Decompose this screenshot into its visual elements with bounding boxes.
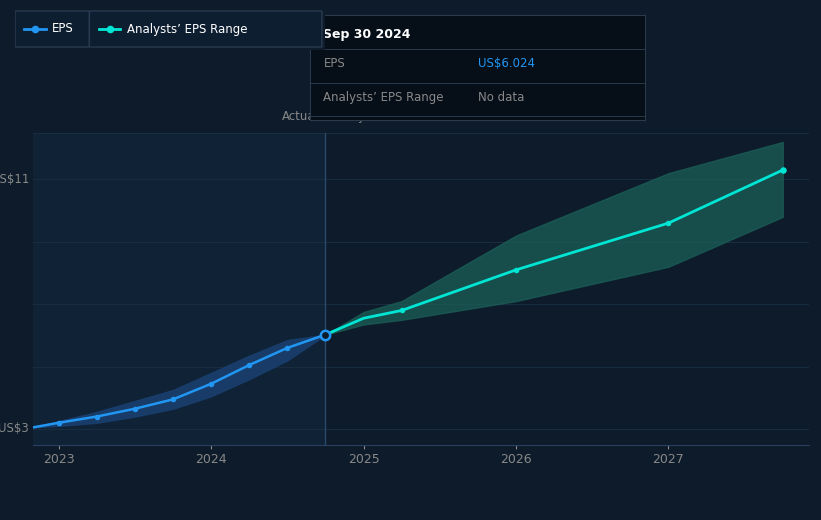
Text: No data: No data [478, 90, 524, 103]
Point [128, 405, 141, 413]
Point [281, 344, 294, 352]
Text: Actual: Actual [282, 110, 319, 123]
Point [29, 25, 42, 33]
Text: Analysts Forecasts: Analysts Forecasts [332, 110, 442, 123]
Point [53, 419, 66, 427]
Point [167, 395, 180, 404]
Point [319, 331, 332, 339]
Point [510, 266, 523, 274]
Text: Analysts’ EPS Range: Analysts’ EPS Range [126, 22, 247, 35]
Text: US$3: US$3 [0, 422, 29, 436]
Point [243, 361, 256, 369]
Bar [33, 133, 325, 445]
Text: EPS: EPS [53, 22, 74, 35]
Point [776, 166, 789, 174]
Point [90, 412, 103, 421]
Text: US$6.024: US$6.024 [478, 57, 534, 70]
Text: Analysts’ EPS Range: Analysts’ EPS Range [323, 90, 444, 103]
Point [103, 25, 116, 33]
Point [204, 380, 218, 388]
FancyBboxPatch shape [89, 11, 322, 47]
Text: Sep 30 2024: Sep 30 2024 [323, 28, 410, 41]
Text: US$11: US$11 [0, 173, 29, 186]
Text: EPS: EPS [323, 57, 345, 70]
FancyBboxPatch shape [15, 11, 89, 47]
Point [662, 219, 675, 227]
Point [395, 306, 408, 315]
